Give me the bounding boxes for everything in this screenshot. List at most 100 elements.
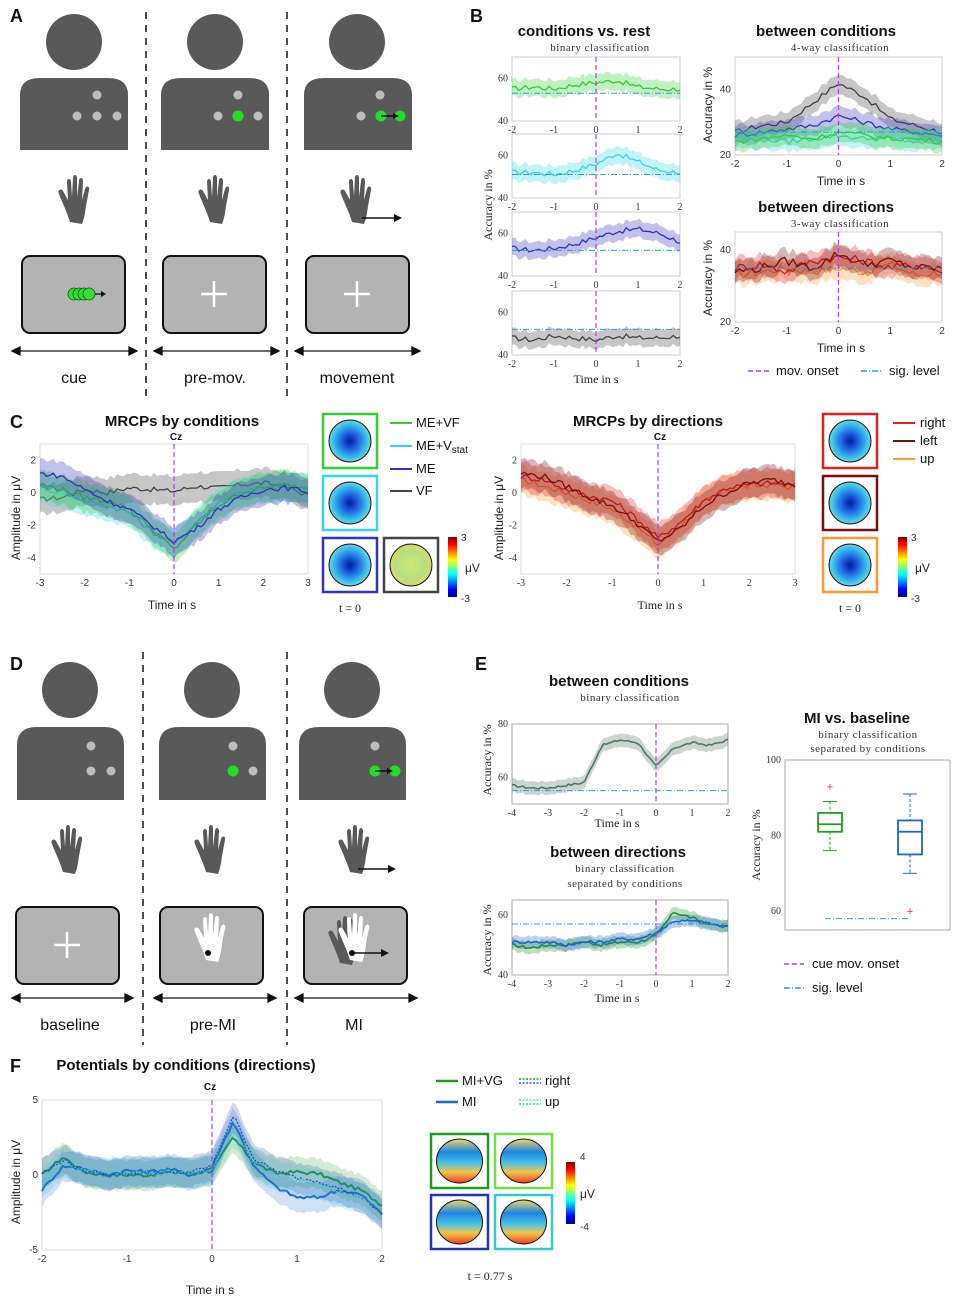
b-right-bottom-xlabel: Time in s xyxy=(817,341,865,355)
hand-icon xyxy=(198,175,230,224)
x-tick-label: 0 xyxy=(654,808,659,819)
legend-right: right xyxy=(920,415,946,430)
c-right-ylabel: Amplitude in μV xyxy=(492,476,506,560)
error-band-right xyxy=(521,460,795,553)
x-tick-label: 0 xyxy=(594,359,599,370)
b-right-bottom-title: between directions xyxy=(758,199,894,216)
x-tick-label: -2 xyxy=(508,280,516,291)
panel-e: between conditions binary classification… xyxy=(480,673,951,1005)
f-channel: Cz xyxy=(204,1082,216,1093)
x-tick-label: 1 xyxy=(887,159,893,170)
y-tick-label: 40 xyxy=(720,85,732,96)
e-top-title: between conditions xyxy=(549,673,689,690)
legend-f-right: right xyxy=(545,1073,571,1088)
e-legend-onset: cue mov. onset xyxy=(812,956,900,971)
y-tick-label: 0 xyxy=(32,1170,38,1181)
legend-me: ME xyxy=(416,461,436,476)
x-tick-label: 1 xyxy=(216,578,222,589)
x-tick-label: 2 xyxy=(726,979,731,990)
outlier-mi-vg: + xyxy=(827,781,833,793)
legend-me-vstat: ME+Vstat xyxy=(416,438,468,456)
panel-label-b: B xyxy=(470,6,483,26)
x-tick-label: -1 xyxy=(782,159,791,170)
y-tick-label: 40 xyxy=(498,350,508,361)
y-tick-label: 60 xyxy=(498,772,508,783)
e-bottom-subtitle-1: binary classification xyxy=(575,863,674,875)
topomap-right xyxy=(821,412,879,470)
series-line-up xyxy=(520,476,796,547)
x-tick-label: -2 xyxy=(38,1254,47,1265)
caption-mi: MI xyxy=(345,1017,363,1034)
f-cbar-max: 4 xyxy=(580,1152,586,1163)
colorbar xyxy=(448,537,457,597)
error-band-mi-up xyxy=(42,1117,382,1225)
colorbar xyxy=(898,537,907,597)
x-tick-label: 1 xyxy=(294,1254,300,1265)
x-tick-label: 0 xyxy=(594,280,599,291)
arrow-right-icon xyxy=(381,949,389,957)
y-tick-label: -2 xyxy=(27,520,36,531)
x-tick-label: -2 xyxy=(80,578,89,589)
c-right-cbar-unit: μV xyxy=(915,561,930,575)
panel-a: cue pre-mov. movement xyxy=(10,12,422,400)
y-tick-label: 0 xyxy=(30,488,36,499)
hand-icon xyxy=(58,175,90,224)
x-tick-label: -3 xyxy=(517,578,525,589)
e-legend-sig: sig. level xyxy=(812,980,863,995)
x-tick-label: -1 xyxy=(123,1254,132,1265)
hand-icon xyxy=(338,825,370,874)
legend-left: left xyxy=(920,433,938,448)
x-tick-label: 0 xyxy=(171,578,177,589)
error-band-up xyxy=(521,462,795,560)
x-tick-label: -2 xyxy=(580,808,588,819)
f-time: t = 0.77 s xyxy=(468,1269,513,1283)
person-icon xyxy=(20,14,128,150)
x-tick-label: -2 xyxy=(508,125,516,136)
arrow-right-icon xyxy=(388,865,396,873)
x-tick-label: 0 xyxy=(654,979,659,990)
box-mi-vg xyxy=(817,811,843,833)
x-tick-label: 0 xyxy=(209,1254,215,1265)
c-left-time: t = 0 xyxy=(339,601,361,615)
c-cbar-unit: μV xyxy=(465,561,480,575)
c-cbar-max: 3 xyxy=(461,533,467,544)
person-icon xyxy=(299,662,406,800)
panel-d: baseline pre-MI MI xyxy=(10,652,419,1045)
y-tick-label: 20 xyxy=(720,150,732,161)
y-tick-label: 2 xyxy=(512,455,517,466)
x-tick-label: -1 xyxy=(550,280,558,291)
x-tick-label: -2 xyxy=(562,578,570,589)
x-tick-label: 0 xyxy=(594,202,599,213)
topomap-me-vstat xyxy=(321,474,379,532)
arrow-right-icon xyxy=(124,992,135,1004)
legend-sig: sig. level xyxy=(889,363,940,378)
c-left-channel: Cz xyxy=(170,432,182,443)
b-right-bottom-subtitle: 3-way classification xyxy=(791,218,889,230)
e-box-plot: 60 80 100 + + xyxy=(766,755,951,931)
x-tick-label: -1 xyxy=(550,359,558,370)
e-bottom-title: between directions xyxy=(550,844,686,861)
series-line-me-vstat xyxy=(511,153,681,177)
x-tick-label: 0 xyxy=(836,326,842,337)
x-tick-label: 0 xyxy=(656,578,661,589)
arrow-right-icon xyxy=(128,345,139,357)
hand-icon xyxy=(51,825,83,874)
x-tick-label: 2 xyxy=(939,159,945,170)
c-right-cbar-min: -3 xyxy=(911,594,920,605)
x-tick-label: -2 xyxy=(508,359,516,370)
x-tick-label: 2 xyxy=(678,359,683,370)
x-tick-label: 2 xyxy=(678,125,683,136)
error-band-mi-vg xyxy=(512,906,728,955)
legend-me-vf: ME+VF xyxy=(416,415,460,430)
y-tick-label: 80 xyxy=(498,719,508,730)
caption-movement: movement xyxy=(320,370,395,387)
b-left-subtitle: binary classification xyxy=(550,42,649,54)
x-tick-label: 1 xyxy=(690,979,695,990)
fixation-cross-icon xyxy=(344,281,370,307)
b-right-top-xlabel: Time in s xyxy=(817,174,865,188)
x-tick-label: 1 xyxy=(636,280,641,291)
x-tick-label: -4 xyxy=(508,979,516,990)
y-tick-label: 2 xyxy=(30,455,36,466)
series-line-vf xyxy=(39,480,309,502)
